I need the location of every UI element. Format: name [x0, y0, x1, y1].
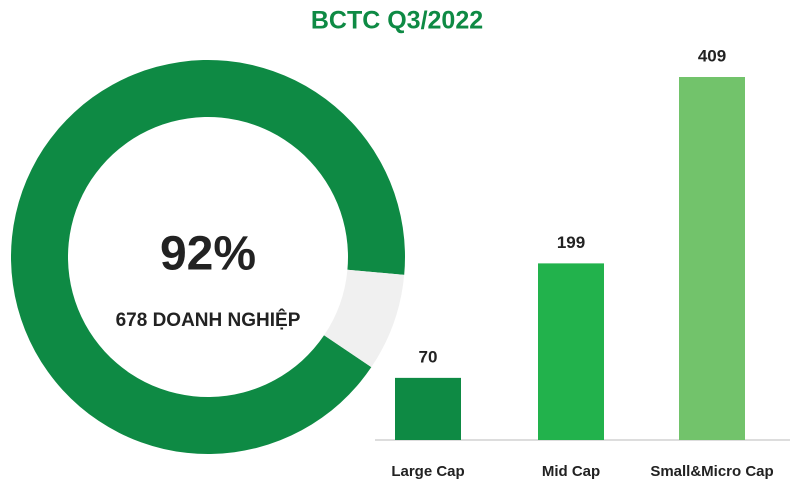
chart-title: BCTC Q3/2022: [311, 7, 483, 35]
x-tick-label: Large Cap: [391, 463, 464, 480]
bar: [538, 263, 604, 440]
bar: [395, 377, 461, 440]
value-label: 199: [557, 233, 585, 252]
x-tick-label: Mid Cap: [542, 463, 600, 480]
x-tick-label: Small&Micro Cap: [650, 463, 773, 480]
center-value: 92%: [160, 228, 256, 281]
value-label: 409: [698, 46, 726, 65]
bar: [679, 77, 745, 440]
center-text: 678 DOANH NGHIỆP: [116, 309, 301, 331]
donut-slice: [324, 269, 405, 368]
value-label: 70: [419, 347, 438, 366]
